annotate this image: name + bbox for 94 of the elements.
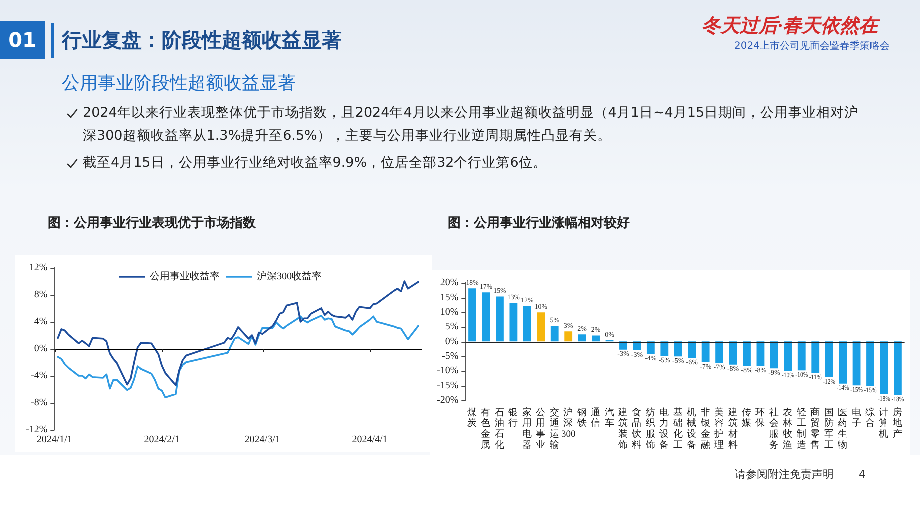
- bar: [660, 342, 669, 356]
- x-tick-label: 建筑材料: [727, 406, 738, 452]
- x-tick-label: 房地产: [892, 406, 903, 440]
- text: 4: [859, 468, 866, 482]
- x-tick-label: 2024/2/1: [144, 434, 180, 446]
- legend-label: 公用事业收益率: [150, 270, 220, 283]
- text: 公用事业阶段性超额收益显著: [62, 72, 296, 96]
- x-tick-label: 食品饮料: [631, 406, 642, 452]
- x-tick-label: 家用电器: [522, 406, 532, 452]
- text: 2024年以来行业表现整体优于市场指数，且2024年4月以来公用事业超额收益明显（4月1日~4月15日期间，公用事业相对沪深300超额收益率从1.3%提升至6.5%），主要与公用事业行业逆周期属性凸显有关。: [83, 104, 860, 146]
- y-tick-label: 12%: [29, 262, 48, 274]
- x-tick-label: 通信: [591, 406, 602, 430]
- text: 01: [8, 28, 38, 52]
- bar: [468, 288, 476, 342]
- bar: [825, 342, 834, 378]
- bar: [756, 342, 765, 366]
- bar: [880, 342, 888, 394]
- y-tick-label: -15%: [436, 380, 459, 392]
- x-tick-label: 2024/4/1: [352, 434, 388, 446]
- x-tick-label: 煤炭: [468, 406, 478, 430]
- x-tick-label: 沪深300: [561, 406, 576, 440]
- x-tick-label: 轻工制造: [796, 406, 807, 452]
- legend-label: 沪深300收益率: [257, 270, 322, 283]
- x-tick-label: 电子: [852, 406, 862, 430]
- bar: [550, 326, 559, 342]
- text: 冬天过后·春天依然在: [702, 15, 878, 39]
- bar: [716, 342, 724, 364]
- bar: [523, 306, 532, 342]
- bar: [784, 342, 792, 372]
- bar: [592, 336, 600, 342]
- y-tick-label: -5%: [442, 350, 459, 362]
- x-tick-label: 美容护理: [714, 406, 725, 452]
- x-tick-label: 纺织服饰: [644, 406, 656, 452]
- bar: [798, 342, 806, 371]
- bar: [496, 296, 504, 342]
- x-tick-label: 交通运输: [550, 406, 560, 452]
- x-tick-label: 2024/1/1: [36, 434, 72, 446]
- text: 截至4月15日，公用事业行业绝对收益率9.9%，位居全部32个行业第6位。: [83, 154, 548, 173]
- chart-title: 图：公用事业行业表现优于市场指数: [48, 214, 256, 232]
- bar: [646, 342, 655, 354]
- bar: [537, 312, 546, 342]
- x-tick-label: 有色金属: [481, 406, 492, 452]
- bar: [812, 342, 820, 374]
- y-tick-label: -4%: [30, 370, 48, 382]
- x-tick-label: 非银金融: [700, 406, 711, 452]
- x-tick-label: 银行: [508, 407, 519, 430]
- x-tick-label: 医药生物: [838, 407, 848, 452]
- x-tick-label: 汽车: [604, 406, 615, 430]
- x-tick-label: 机械设备: [687, 406, 698, 452]
- bar: [729, 342, 738, 365]
- x-tick-label: 国防军工: [824, 407, 834, 452]
- bar: [578, 334, 586, 342]
- bar: [866, 342, 874, 386]
- y-tick-label: -10%: [436, 366, 459, 377]
- bar: [510, 302, 518, 342]
- chart-title: 图：公用事业行业涨幅相对较好: [448, 215, 630, 232]
- y-tick-label: -12%: [26, 424, 48, 436]
- x-tick-label: 石油石化: [494, 407, 505, 452]
- bar: [770, 342, 778, 369]
- bar: [852, 342, 861, 386]
- y-tick-label: 0%: [34, 344, 48, 355]
- x-tick-label: 综合: [866, 406, 876, 430]
- bar: [482, 292, 490, 342]
- x-tick-label: 环保: [756, 407, 766, 430]
- x-tick-label: 计算机: [879, 406, 890, 440]
- x-tick-label: 传媒: [742, 407, 752, 430]
- y-tick-label: -8%: [30, 398, 48, 409]
- text: 2024上市公司见面会暨春季策略会: [734, 41, 890, 53]
- x-tick-label: 电力设备: [660, 406, 670, 452]
- x-tick-label: 钢铁: [576, 407, 588, 430]
- y-tick-label: 5%: [445, 322, 459, 333]
- x-tick-label: 2024/3/1: [244, 434, 280, 446]
- text: 行业复盘：阶段性超额收益显著: [62, 27, 342, 53]
- bar: [674, 342, 682, 357]
- x-tick-label: 公用事业: [536, 406, 546, 452]
- bar: [688, 342, 696, 358]
- x-tick-label: 商贸零售: [810, 406, 821, 452]
- y-tick-label: 10%: [440, 306, 459, 318]
- y-tick-label: 8%: [34, 290, 48, 301]
- bar: [839, 342, 848, 384]
- x-tick-label: 基础化工: [672, 406, 684, 452]
- bar: [702, 342, 710, 362]
- y-tick-label: 0%: [445, 336, 459, 348]
- y-tick-label: -20%: [436, 394, 459, 406]
- y-tick-label: 15%: [440, 292, 459, 304]
- x-tick-label: 农林牧渔: [782, 407, 794, 452]
- y-tick-label: 4%: [34, 316, 48, 328]
- y-tick-label: 20%: [440, 278, 459, 289]
- bar: [743, 342, 751, 366]
- bar: [894, 342, 902, 396]
- x-tick-label: 社会服务: [769, 406, 780, 452]
- x-tick-label: 建筑装饰: [617, 406, 628, 452]
- text: 请参阅附注免责声明: [735, 468, 834, 482]
- bar: [564, 332, 573, 342]
